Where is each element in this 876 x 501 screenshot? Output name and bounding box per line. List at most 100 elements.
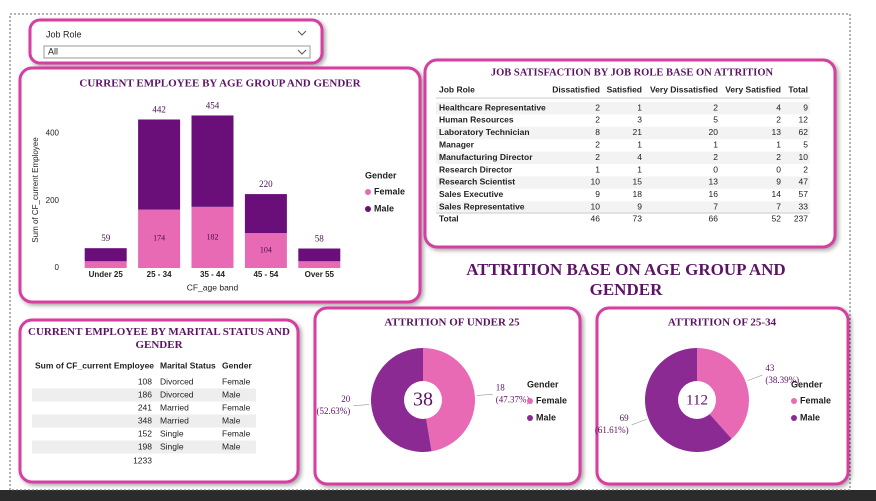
bar-segment bbox=[138, 119, 181, 210]
row-band bbox=[32, 440, 256, 454]
table-cell: Manufacturing Director bbox=[439, 152, 533, 162]
bar-segment bbox=[191, 115, 234, 207]
legend-marker bbox=[365, 206, 371, 212]
bar-segment bbox=[244, 194, 287, 234]
column-header: Job Role bbox=[439, 84, 475, 94]
table-cell: 20 bbox=[709, 127, 719, 137]
legend-label: Female bbox=[800, 395, 831, 405]
heading-text: ATTRITION BASE ON AGE GROUP AND GENDER bbox=[466, 260, 786, 299]
center-label: 38 bbox=[413, 389, 433, 411]
leader-line bbox=[476, 393, 493, 396]
legend-title: Gender bbox=[527, 379, 559, 389]
pie-center bbox=[678, 381, 716, 419]
table-cell: 9 bbox=[803, 102, 808, 112]
data-label: 20 bbox=[341, 394, 351, 404]
table-cell: Married bbox=[160, 402, 189, 412]
column-header: Very Satisfied bbox=[725, 84, 781, 94]
y-axis-label: Sum of CF_current Employee bbox=[31, 137, 40, 243]
chart-title: CURRENT EMPLOYEE BY AGE GROUP AND GENDER bbox=[79, 78, 361, 90]
table-cell: 241 bbox=[138, 402, 152, 412]
table-cell: Divorced bbox=[160, 389, 194, 399]
slicer-chevron[interactable] bbox=[297, 30, 307, 36]
table-cell: Human Resources bbox=[439, 115, 514, 125]
table-cell: Male bbox=[222, 415, 241, 425]
table-cell: 33 bbox=[799, 201, 809, 211]
data-label: 104 bbox=[260, 245, 272, 254]
legend-label: Female bbox=[374, 186, 405, 196]
x-tick-label: Under 25 bbox=[89, 270, 124, 279]
table-cell: 13 bbox=[772, 127, 782, 137]
table-cell: 108 bbox=[138, 376, 152, 386]
table-cell: Research Director bbox=[439, 164, 513, 174]
table-cell: 10 bbox=[591, 201, 601, 211]
total-label: 59 bbox=[101, 233, 111, 243]
data-label: 174 bbox=[153, 234, 165, 243]
table-cell: 1 bbox=[637, 102, 642, 112]
table-cell: 2 bbox=[595, 102, 600, 112]
table-cell: 13 bbox=[709, 177, 719, 187]
table-cell: 1 bbox=[595, 164, 600, 174]
table-title: CURRENT EMPLOYEE BY MARITAL STATUS AND G… bbox=[28, 326, 290, 351]
leader-line bbox=[353, 404, 370, 407]
table-cell: Sales Representative bbox=[439, 201, 525, 211]
row-band bbox=[32, 414, 256, 428]
table-cell: 9 bbox=[776, 177, 781, 187]
total-label: 442 bbox=[152, 105, 166, 115]
bar-segment bbox=[191, 206, 234, 268]
table-cell: 57 bbox=[799, 189, 809, 199]
legend-label: Female bbox=[536, 395, 567, 405]
canvas-border bbox=[9, 13, 851, 491]
row-band bbox=[436, 151, 810, 164]
table-cell: 348 bbox=[138, 415, 152, 425]
y-tick-label: 0 bbox=[55, 263, 60, 272]
slicer-value[interactable]: All bbox=[48, 46, 58, 56]
x-tick-label: 45 - 54 bbox=[253, 270, 278, 279]
table-cell: 4 bbox=[637, 152, 642, 162]
bar-segment bbox=[298, 248, 341, 262]
row-band bbox=[436, 176, 810, 189]
row-band bbox=[436, 201, 810, 214]
total-cell: 46 bbox=[591, 213, 601, 223]
column-header: Dissatisfied bbox=[552, 84, 600, 94]
table-cell: 5 bbox=[803, 139, 808, 149]
table-cell: 2 bbox=[776, 115, 781, 125]
legend-marker bbox=[791, 415, 797, 421]
total-label: 58 bbox=[315, 234, 325, 244]
table-cell: 7 bbox=[776, 201, 781, 211]
table-title-box: CURRENT EMPLOYEE BY MARITAL STATUS AND G… bbox=[28, 326, 290, 351]
slicer-chevron[interactable] bbox=[297, 49, 307, 55]
data-label: 43 bbox=[765, 363, 775, 373]
total-cell: 73 bbox=[633, 213, 643, 223]
bar-segment bbox=[244, 233, 287, 268]
table-cell: 5 bbox=[713, 115, 718, 125]
table-cell: Married bbox=[160, 415, 189, 425]
pie-center bbox=[404, 381, 442, 419]
table-cell: 0 bbox=[713, 164, 718, 174]
leader-line bbox=[631, 418, 647, 426]
data-label: (52.63%) bbox=[316, 406, 350, 416]
table-cell: 14 bbox=[772, 189, 782, 199]
table-cell: Male bbox=[222, 389, 241, 399]
table-cell: 198 bbox=[138, 441, 152, 451]
center-label: 112 bbox=[686, 392, 708, 408]
legend-marker bbox=[527, 415, 533, 421]
total-label: 454 bbox=[206, 101, 220, 111]
table-cell: 1 bbox=[637, 164, 642, 174]
data-label: 18 bbox=[496, 382, 506, 392]
table-cell: 10 bbox=[799, 152, 809, 162]
y-tick-label: 200 bbox=[46, 196, 60, 205]
data-label: 182 bbox=[207, 232, 219, 241]
bar-segment bbox=[138, 209, 181, 268]
legend-marker bbox=[527, 398, 533, 404]
slicer-dropdown[interactable] bbox=[43, 45, 311, 59]
legend-marker bbox=[365, 189, 371, 195]
total-cell: Total bbox=[439, 213, 459, 223]
table-cell: 10 bbox=[591, 177, 601, 187]
x-tick-label: 35 - 44 bbox=[200, 270, 225, 279]
column-header: Marital Status bbox=[160, 360, 216, 370]
table-cell: 9 bbox=[637, 201, 642, 211]
table-cell: 4 bbox=[776, 102, 781, 112]
row-band bbox=[436, 126, 810, 140]
table-cell: 2 bbox=[595, 139, 600, 149]
